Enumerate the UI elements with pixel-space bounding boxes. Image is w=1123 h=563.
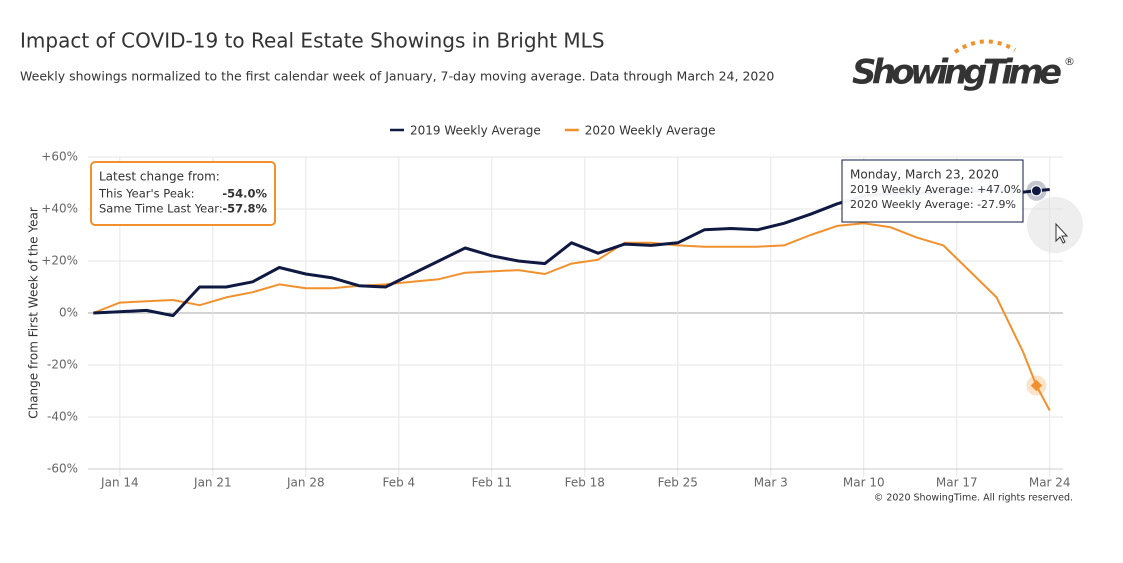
cursor: [1055, 222, 1069, 244]
y-tick-label: +60%: [41, 150, 78, 164]
info-box-value: -57.8%: [222, 202, 267, 216]
x-tick-label: Mar 3: [754, 476, 788, 490]
y-tick-label: -40%: [47, 410, 78, 424]
legend-label: 2019 Weekly Average: [410, 124, 541, 138]
copyright: © 2020 ShowingTime. All rights reserved.: [874, 493, 1073, 504]
hover-point: [1030, 379, 1043, 392]
chart-title: Impact of COVID-19 to Real Estate Showin…: [20, 29, 605, 53]
info-box-value: -54.0%: [222, 187, 267, 201]
x-tick-label: Mar 17: [936, 476, 978, 490]
tooltip-title: Monday, March 23, 2020: [850, 168, 999, 182]
info-box: Latest change from: This Year's Peak: -54.…: [90, 161, 276, 226]
cursor-halo: [1027, 197, 1083, 253]
logo-mark: ®: [1064, 55, 1075, 68]
tooltip-frame: [841, 159, 1024, 223]
x-tick-label: Mar 24: [1029, 476, 1071, 490]
x-tick-label: Feb 11: [472, 476, 512, 490]
x-tick-label: Feb 18: [565, 476, 605, 490]
x-tick-label: Jan 28: [286, 476, 325, 490]
chart-subtitle: Weekly showings normalized to the first …: [20, 69, 774, 84]
tooltip-line: 2019 Weekly Average: +47.0%: [850, 183, 1021, 196]
y-tick-label: 0%: [59, 306, 78, 320]
info-box-label: This Year's Peak:: [98, 187, 195, 201]
info-box-title: Latest change from:: [99, 170, 220, 184]
x-tick-label: Jan 14: [100, 476, 139, 490]
logo-arc: [953, 39, 1017, 54]
y-axis-label: Change from First Week of the Year: [27, 207, 41, 419]
y-tick-label: +40%: [41, 202, 78, 216]
info-box-label: Same Time Last Year:: [99, 202, 223, 216]
x-tick-label: Jan 21: [193, 476, 232, 490]
legend-label: 2020 Weekly Average: [585, 124, 716, 138]
logo: ShowingTime ®: [852, 39, 1075, 93]
info-box-frame: [90, 161, 276, 226]
x-tick-label: Feb 25: [658, 476, 698, 490]
x-tick-label: Mar 10: [843, 476, 885, 490]
logo-text: ShowingTime: [852, 53, 1062, 93]
x-tick-label: Feb 4: [382, 476, 415, 490]
legend: 2019 Weekly Average 2020 Weekly Average: [390, 124, 716, 138]
tooltip-line: 2020 Weekly Average: -27.9%: [850, 198, 1016, 211]
hover-point: [1030, 185, 1042, 197]
y-tick-label: -20%: [47, 358, 78, 372]
y-tick-label: -60%: [47, 462, 78, 476]
line-series: [92, 222, 1051, 411]
y-tick-label: +20%: [41, 254, 78, 268]
